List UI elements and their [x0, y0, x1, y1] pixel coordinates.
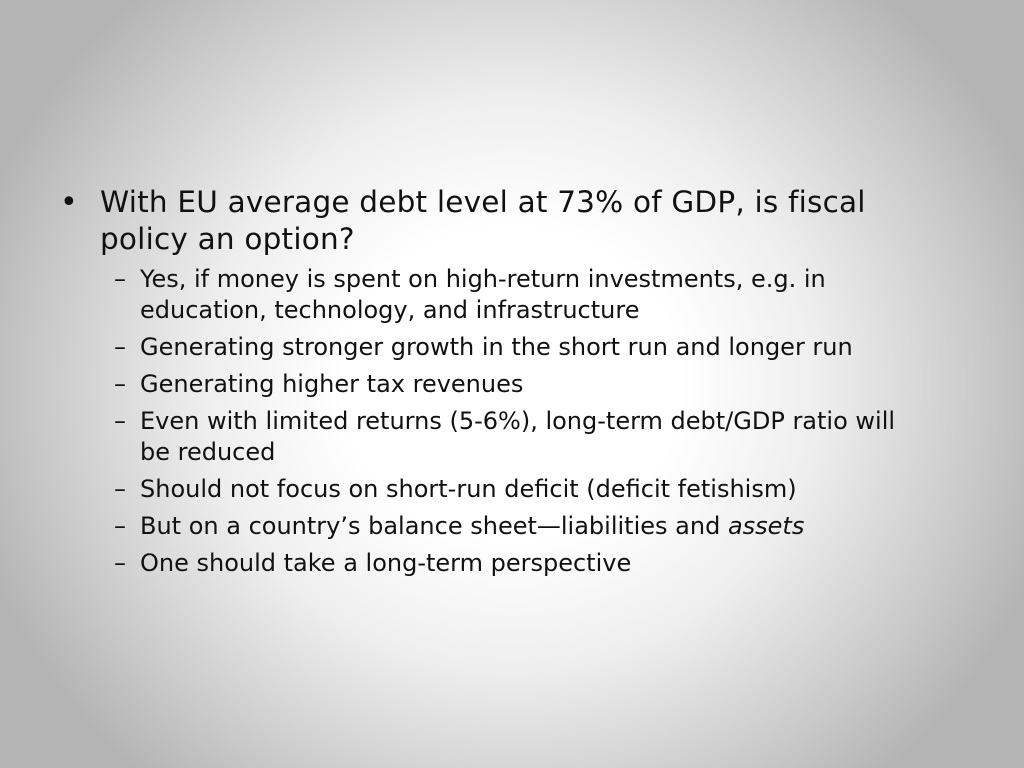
dash-marker: –	[114, 265, 126, 293]
dash-marker: –	[114, 475, 126, 503]
dash-marker: –	[114, 370, 126, 398]
main-bullet: • With EU average debt level at 73% of G…	[60, 184, 960, 585]
sub-bullet-balance-sheet: – But on a country’s balance sheet—liabi…	[100, 511, 900, 542]
assets-emphasis: assets	[727, 512, 805, 540]
dash-marker: –	[114, 549, 126, 577]
sub-bullet-text: One should take a long-term perspective	[140, 549, 632, 577]
sub-bullet-text-plain: But on a country’s balance sheet—liabili…	[140, 512, 728, 540]
dash-marker: –	[114, 333, 126, 361]
dash-marker: –	[114, 407, 126, 435]
sub-bullet-text: Even with limited returns (5-6%), long-t…	[140, 407, 896, 466]
sub-bullet-high-return-investments: – Yes, if money is spent on high-return …	[100, 264, 900, 326]
dash-marker: –	[114, 512, 126, 540]
sub-bullet-text: Yes, if money is spent on high-return in…	[140, 265, 826, 324]
sub-bullet-tax-revenues: – Generating higher tax revenues	[100, 369, 900, 400]
main-bullet-body: With EU average debt level at 73% of GDP…	[100, 184, 900, 585]
slide-content: • With EU average debt level at 73% of G…	[60, 184, 960, 585]
main-bullet-text: With EU average debt level at 73% of GDP…	[100, 185, 866, 256]
sub-bullet-long-term-perspective: – One should take a long-term perspectiv…	[100, 548, 900, 579]
sub-bullet-text: But on a country’s balance sheet—liabili…	[140, 511, 900, 542]
sub-bullet-text: Generating stronger growth in the short …	[140, 333, 853, 361]
bullet-marker: •	[60, 185, 78, 220]
sub-bullet-text: Generating higher tax revenues	[140, 370, 524, 398]
sub-bullet-list: – Yes, if money is spent on high-return …	[100, 264, 900, 579]
sub-bullet-deficit-fetishism: – Should not focus on short-run deficit …	[100, 474, 900, 505]
sub-bullet-stronger-growth: – Generating stronger growth in the shor…	[100, 332, 900, 363]
sub-bullet-debt-ratio-reduced: – Even with limited returns (5-6%), long…	[100, 406, 900, 468]
sub-bullet-text: Should not focus on short-run deficit (d…	[140, 475, 797, 503]
